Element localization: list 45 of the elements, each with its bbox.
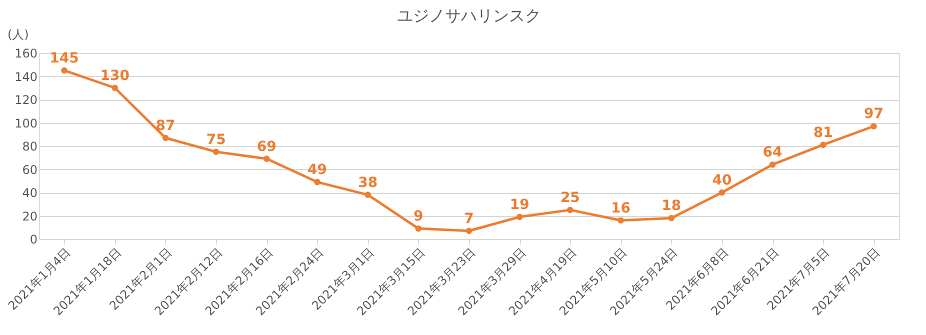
y-tick-label: 20 <box>22 209 38 224</box>
data-label: 130 <box>100 68 130 84</box>
data-label: 69 <box>256 138 276 155</box>
data-label: 40 <box>712 172 732 188</box>
data-label: 145 <box>50 50 79 66</box>
data-label: 75 <box>206 132 226 148</box>
y-tick-label: 0 <box>30 232 38 246</box>
point <box>364 192 371 198</box>
y-tick-label: 120 <box>14 93 38 107</box>
point <box>516 214 523 220</box>
data-label: 38 <box>358 174 378 191</box>
y-tick-label: 160 <box>14 46 38 60</box>
point <box>769 161 776 168</box>
data-label: 81 <box>813 124 833 141</box>
point <box>263 156 270 162</box>
data-label: 87 <box>156 118 176 134</box>
point <box>668 214 675 222</box>
point <box>162 134 169 142</box>
point <box>618 217 624 224</box>
y-tick-label: 80 <box>22 140 38 154</box>
point <box>61 67 68 74</box>
y-tick-label: 140 <box>14 70 38 84</box>
data-label: 25 <box>560 190 580 206</box>
chart-title: ユジノサハリンスク <box>397 6 541 25</box>
data-label: 19 <box>510 196 530 213</box>
data-label: 64 <box>762 144 783 161</box>
y-tick-label: 40 <box>22 186 38 200</box>
y-tick-label: 60 <box>22 162 38 177</box>
point <box>212 148 220 155</box>
point <box>718 189 726 196</box>
point <box>466 228 472 234</box>
data-label: 18 <box>662 198 682 214</box>
point <box>567 206 574 214</box>
data-label: 9 <box>414 208 424 225</box>
point <box>314 178 320 186</box>
data-label: 97 <box>864 106 884 122</box>
data-label: 7 <box>464 210 474 227</box>
point <box>820 142 826 148</box>
point <box>870 123 877 130</box>
y-tick-label: 100 <box>14 116 38 130</box>
y-axis-title: (人) <box>8 28 29 42</box>
data-label: 49 <box>307 162 327 178</box>
data-label: 16 <box>611 200 631 216</box>
point <box>112 84 118 92</box>
point <box>415 225 422 232</box>
